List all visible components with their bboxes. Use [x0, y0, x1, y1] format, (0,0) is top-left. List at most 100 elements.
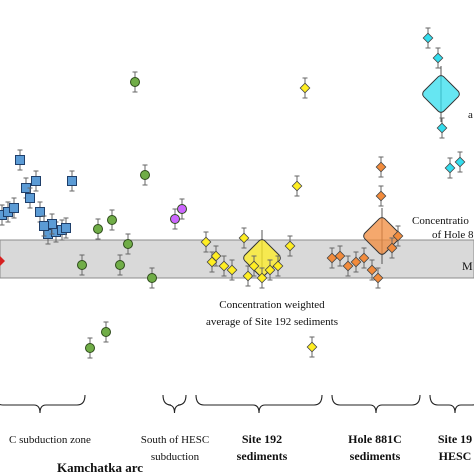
diamond-marker [218, 260, 230, 272]
diamond-marker [226, 264, 238, 276]
data-point [284, 235, 296, 257]
data-point [306, 336, 318, 358]
data-point [436, 117, 448, 139]
data-point [422, 27, 434, 49]
diamond-marker [392, 230, 404, 242]
data-point [264, 259, 276, 281]
square-marker [31, 176, 41, 186]
data-point [299, 77, 311, 99]
diamond-marker [386, 242, 398, 254]
data-point [454, 151, 466, 173]
diamond-marker [444, 162, 456, 174]
data-point [386, 237, 398, 259]
data-point [101, 321, 111, 343]
group-label: South of HESC [141, 434, 209, 446]
group-brace [195, 394, 323, 414]
diamond-marker [436, 122, 448, 134]
annotation-text: of Hole 8 [432, 229, 474, 241]
data-point [291, 175, 303, 197]
group-brace [162, 394, 187, 414]
group-label-line2: sediments [350, 449, 401, 463]
data-point [67, 170, 77, 192]
diamond-marker [432, 52, 444, 64]
diamond-marker [366, 264, 378, 276]
annotation-text: Concentratio [412, 215, 469, 227]
data-point [372, 267, 384, 289]
diamond-marker [242, 270, 254, 282]
data-point [85, 337, 95, 359]
data-point [358, 247, 370, 269]
square-marker [67, 176, 77, 186]
circle-marker [93, 224, 103, 234]
square-marker [39, 221, 49, 231]
diamond-marker [291, 180, 303, 192]
group-label-line2: sediments [237, 449, 288, 463]
diamond-marker [248, 260, 260, 272]
diamond-marker [206, 256, 218, 268]
circle-marker [115, 260, 125, 270]
square-marker [25, 193, 35, 203]
diamond-marker [334, 250, 346, 262]
diamond-marker [422, 32, 434, 44]
annotation-text: Concentration weighted [219, 299, 325, 311]
circle-marker [77, 260, 87, 270]
diamond-marker [200, 236, 212, 248]
circle-marker [177, 204, 187, 214]
circle-marker [107, 215, 117, 225]
circle-marker [85, 343, 95, 353]
circle-marker [101, 327, 111, 337]
data-point [93, 218, 103, 240]
square-marker [35, 207, 45, 217]
diamond-marker [284, 240, 296, 252]
diamond-marker [306, 341, 318, 353]
data-point [200, 231, 212, 253]
data-point [130, 71, 140, 93]
data-point [342, 255, 354, 277]
band-label: M [462, 259, 473, 273]
group-brace [0, 394, 86, 414]
square-marker [15, 155, 25, 165]
data-point [39, 215, 49, 237]
data-point [31, 170, 41, 192]
group-label: Site 19 [438, 432, 472, 446]
data-point [444, 157, 456, 179]
group-label: C subduction zone [9, 434, 91, 446]
diamond-marker [372, 272, 384, 284]
square-marker [61, 223, 71, 233]
data-point [432, 47, 444, 69]
data-point [35, 201, 45, 223]
data-point [375, 156, 387, 178]
circle-marker [147, 273, 157, 283]
annotation-text: a [468, 109, 473, 121]
data-point [392, 225, 404, 247]
diamond-marker [238, 232, 250, 244]
reference-band [0, 239, 474, 279]
diamond-marker [272, 260, 284, 272]
data-point [272, 255, 284, 277]
data-point [107, 209, 117, 231]
diamond-marker [299, 82, 311, 94]
data-point [147, 267, 157, 289]
data-point [9, 197, 19, 219]
diamond-marker [454, 156, 466, 168]
diamond-marker [375, 190, 387, 202]
group-brace [331, 394, 421, 414]
data-point [15, 149, 25, 171]
data-point [350, 251, 362, 273]
data-point [218, 255, 230, 277]
group-label: Hole 881C [348, 432, 402, 446]
diamond-marker [375, 161, 387, 173]
circle-marker [123, 239, 133, 249]
group-label-line2: HESC [439, 449, 472, 463]
data-point [238, 227, 250, 249]
diamond-marker [358, 252, 370, 264]
diamond-marker [256, 272, 268, 284]
data-point [226, 259, 238, 281]
average-diamond [422, 75, 460, 113]
data-point [334, 245, 346, 267]
circle-marker [170, 214, 180, 224]
data-point [248, 255, 260, 277]
diamond-marker [350, 256, 362, 268]
